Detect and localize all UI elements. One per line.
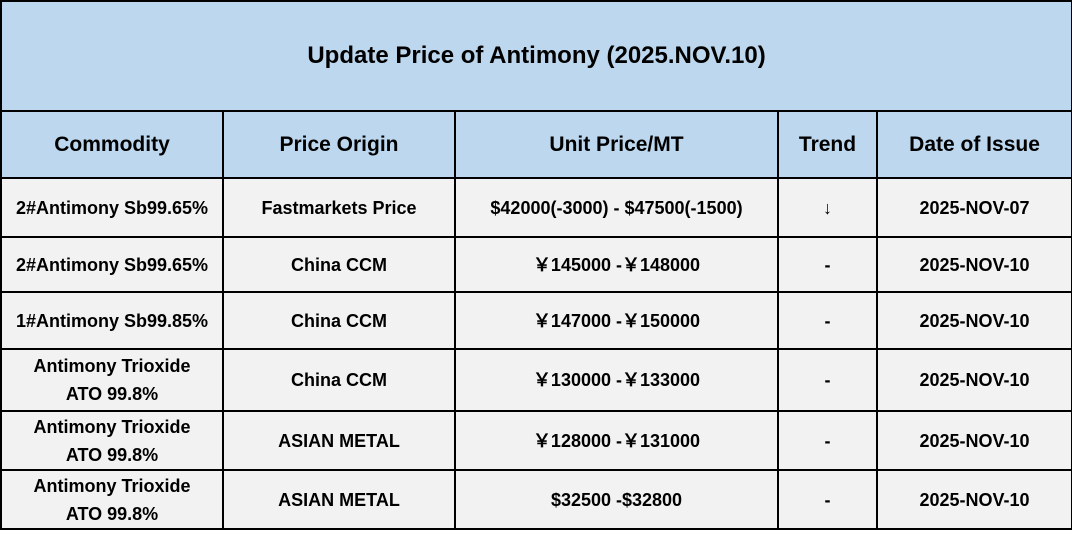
commodity-cell: Antimony Trioxide ATO 99.8% — [0, 469, 224, 530]
col-header-commodity: Commodity — [0, 110, 224, 179]
table-row: Antimony Trioxide ATO 99.8% China CCM ￥130… — [0, 348, 1072, 412]
table-row: Antimony Trioxide ATO 99.8% ASIAN METAL ￥1… — [0, 410, 1072, 471]
trend-down-arrow-icon: ↓ — [777, 177, 878, 238]
col-header-price-origin: Price Origin — [222, 110, 456, 179]
price-origin-cell: China CCM — [222, 291, 456, 350]
unit-price-cell: ￥145000 -￥148000 — [454, 236, 779, 293]
unit-price-cell: ￥147000 -￥150000 — [454, 291, 779, 350]
price-origin-cell: Fastmarkets Price — [222, 177, 456, 238]
unit-price-cell: ￥128000 -￥131000 — [454, 410, 779, 471]
header-row: Commodity Price Origin Unit Price/MT Tre… — [0, 110, 1072, 179]
date-cell: 2025-NOV-10 — [875, 410, 1072, 471]
price-origin-cell: ASIAN METAL — [222, 469, 456, 530]
unit-price-cell: $32500 -$32800 — [454, 469, 779, 530]
trend-cell: - — [777, 469, 878, 530]
col-header-date: Date of Issue — [875, 110, 1072, 179]
unit-price-cell: ￥130000 -￥133000 — [454, 348, 779, 412]
col-header-unit-price: Unit Price/MT — [454, 110, 779, 179]
date-cell: 2025-NOV-10 — [875, 469, 1072, 530]
trend-cell: - — [777, 348, 878, 412]
table-title: Update Price of Antimony (2025.NOV.10) — [0, 0, 1072, 112]
price-origin-cell: ASIAN METAL — [222, 410, 456, 471]
commodity-cell: Antimony Trioxide ATO 99.8% — [0, 410, 224, 471]
commodity-cell: 2#Antimony Sb99.65% — [0, 177, 224, 238]
price-origin-cell: China CCM — [222, 236, 456, 293]
commodity-cell: 2#Antimony Sb99.65% — [0, 236, 224, 293]
unit-price-cell: $42000(-3000) - $47500(-1500) — [454, 177, 779, 238]
trend-cell: - — [777, 291, 878, 350]
date-cell: 2025-NOV-10 — [875, 348, 1072, 412]
col-header-trend: Trend — [777, 110, 878, 179]
table-row: Antimony Trioxide ATO 99.8% ASIAN METAL $3… — [0, 469, 1072, 530]
table-row: 1#Antimony Sb99.85% China CCM ￥147000 -￥15… — [0, 291, 1072, 350]
table-row: 2#Antimony Sb99.65% China CCM ￥145000 -￥14… — [0, 236, 1072, 293]
trend-cell: - — [777, 236, 878, 293]
table-row: 2#Antimony Sb99.65% Fastmarkets Price $420… — [0, 177, 1072, 238]
date-cell: 2025-NOV-10 — [875, 291, 1072, 350]
commodity-cell: 1#Antimony Sb99.85% — [0, 291, 224, 350]
price-origin-cell: China CCM — [222, 348, 456, 412]
date-cell: 2025-NOV-07 — [875, 177, 1072, 238]
trend-cell: - — [777, 410, 878, 471]
commodity-cell: Antimony Trioxide ATO 99.8% — [0, 348, 224, 412]
date-cell: 2025-NOV-10 — [875, 236, 1072, 293]
